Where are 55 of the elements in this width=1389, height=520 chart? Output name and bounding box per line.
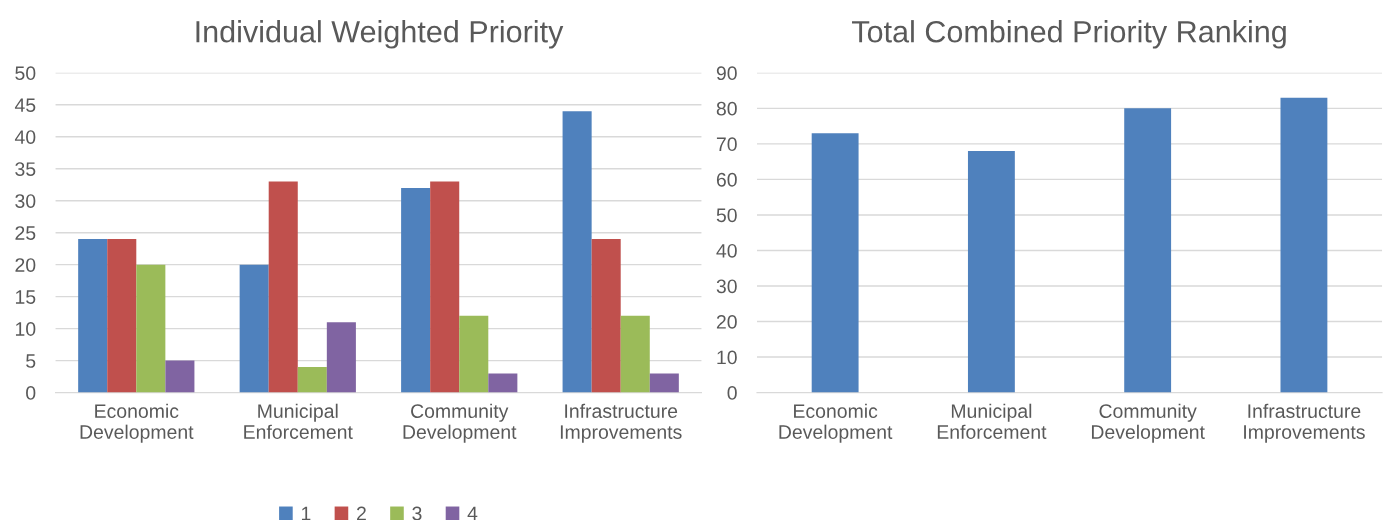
y-tick-label: 35 [15,162,36,176]
x-tick-label: Municipal Enforcement [244,403,353,439]
y-tick-label: 80 [716,101,737,116]
bar [239,264,269,393]
bar [459,315,489,393]
bar [1124,108,1172,393]
x-tick-label: Economic Development [779,403,893,443]
y-tick-label: 25 [15,226,36,240]
y-tick-label: 30 [716,279,737,294]
bar [326,322,356,393]
legend-label: 3 [412,506,422,520]
legend-label: 1 [301,506,311,520]
bar [591,239,621,393]
y-tick-label: 50 [15,66,36,81]
y-tick-label: 20 [716,315,737,329]
bar [297,367,327,393]
x-tick-label: Economic Development [80,403,194,443]
bar [967,150,1015,393]
bar [401,187,431,393]
bar [488,373,518,393]
y-tick-label: 45 [14,98,36,113]
chart-title: Total Combined Priority Ranking [852,20,1286,49]
y-tick-label: 10 [15,322,36,336]
bar [165,360,195,393]
legend-label: 4 [467,506,478,520]
bar [562,111,592,393]
chart-title: Individual Weighted Priority [196,20,564,49]
x-tick-label: Community Development [403,403,517,443]
bar [268,181,298,393]
x-tick-label: Municipal Enforcement [937,403,1047,439]
bar [107,239,137,393]
x-tick-label: Community Development [1091,403,1205,443]
y-tick-label: 90 [716,66,737,81]
y-tick-label: 30 [15,194,36,208]
bar [136,264,166,393]
y-tick-label: 40 [716,243,737,258]
y-tick-label: 10 [717,350,737,365]
y-tick-label: 70 [716,137,737,152]
bar [649,373,679,393]
y-tick-label: 60 [716,172,737,187]
y-tick-label: 0 [727,386,737,400]
bar [1280,97,1328,393]
x-tick-label: Infrastructure Improvements [560,403,682,443]
y-tick-label: 5 [26,354,36,368]
legend-label: 2 [357,506,366,520]
bar [811,133,859,393]
bar [78,239,108,393]
bar [620,315,650,393]
y-tick-label: 15 [15,290,36,304]
x-tick-label: Infrastructure Improvements [1244,403,1365,443]
y-tick-label: 40 [14,130,36,144]
y-tick-label: 50 [716,208,737,223]
y-tick-label: 0 [26,386,36,400]
bar [430,181,460,393]
y-tick-label: 20 [15,258,36,272]
